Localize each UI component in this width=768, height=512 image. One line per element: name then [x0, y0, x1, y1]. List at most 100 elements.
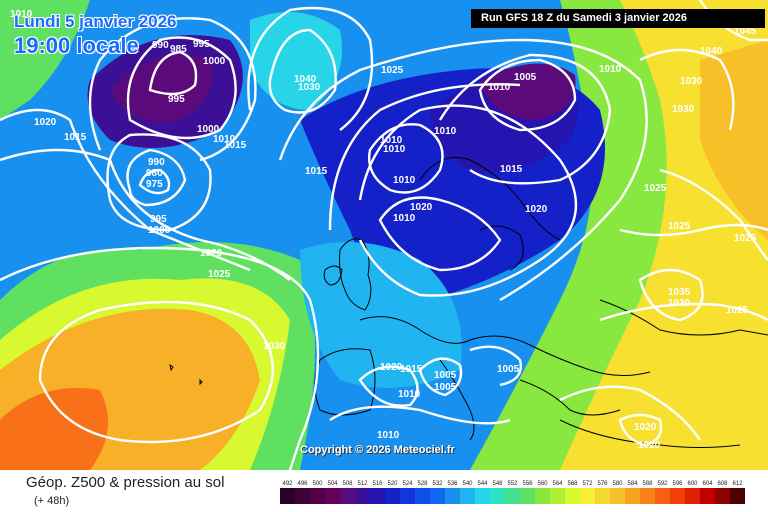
isobar-label: 1040 — [294, 74, 317, 85]
legend-value: 604 — [702, 481, 713, 487]
isobar-label: 1020 — [634, 422, 657, 433]
legend-swatch — [430, 488, 445, 504]
legend-swatch — [505, 488, 520, 504]
run-info-banner: Run GFS 18 Z du Samedi 3 janvier 2026 — [471, 9, 765, 28]
isobar-label: 1025 — [208, 269, 231, 280]
isobar-label: 1000 — [203, 56, 226, 67]
legend-value: 524 — [402, 481, 413, 487]
field-orange-east — [700, 40, 768, 240]
coastlines — [169, 157, 768, 448]
isobar-label: 1010 — [434, 126, 457, 137]
legend-swatch — [385, 488, 400, 504]
isobar-label: 1025 — [726, 305, 749, 316]
isobar-label: 1005 — [434, 382, 457, 393]
legend-swatch — [595, 488, 610, 504]
isobar-label: 980 — [146, 168, 163, 179]
weather-map: 1010 990 985 995 1000 995 1020 1015 1000… — [0, 0, 768, 470]
copyright-notice: Copyright © 2026 Meteociel.fr — [300, 444, 455, 456]
parameter-title: Géop. Z500 & pression au sol — [26, 474, 225, 491]
legend-value: 596 — [672, 481, 683, 487]
legend-swatch — [610, 488, 625, 504]
legend-value: 600 — [687, 481, 698, 487]
isobar-label: 1005 — [514, 72, 537, 83]
legend-swatch — [460, 488, 475, 504]
legend-value: 540 — [462, 481, 473, 487]
legend-swatch — [715, 488, 730, 504]
isobars — [0, 0, 768, 470]
legend-value: 532 — [432, 481, 443, 487]
field-cyan-france — [300, 242, 462, 388]
isobar-label: 1025 — [668, 221, 691, 232]
isobar-label: 1025 — [734, 233, 757, 244]
isobar-label: 995 — [168, 94, 185, 105]
isobar-label: 1020 — [410, 202, 433, 213]
isobar-label: 1010 — [398, 389, 421, 400]
color-legend: 492 496 500 504 508 512 516 520 524 528 532 536 540 5… — [280, 481, 745, 504]
isobar-label: 1010 — [393, 175, 416, 186]
legend-swatch — [640, 488, 655, 504]
isobar-labels: 1010 990 985 995 1000 995 1020 1015 1000… — [10, 9, 757, 451]
legend-swatch — [535, 488, 550, 504]
legend-value: 508 — [342, 481, 353, 487]
isobar-label: 1010 — [377, 430, 400, 441]
legend-swatch — [355, 488, 370, 504]
legend-swatch — [400, 488, 415, 504]
legend-value: 576 — [597, 481, 608, 487]
forecast-time: 19:00 locale — [14, 33, 139, 58]
isobar-label: 1010 — [380, 135, 403, 146]
legend-swatch — [370, 488, 385, 504]
legend-value: 556 — [522, 481, 533, 487]
isobar-label: 1025 — [644, 183, 667, 194]
legend-swatch — [325, 488, 340, 504]
legend-swatch — [550, 488, 565, 504]
legend-swatch — [625, 488, 640, 504]
isobar-label: 1010 — [393, 213, 416, 224]
legend-value: 520 — [387, 481, 398, 487]
field-low-west-core — [110, 54, 212, 122]
isobar-label: 1010 — [10, 9, 33, 20]
isobar-label: 1030 — [668, 298, 691, 309]
legend-value: 564 — [552, 481, 563, 487]
isobar-label: 1020 — [525, 204, 548, 215]
legend-value: 580 — [612, 481, 623, 487]
legend-value: 572 — [582, 481, 593, 487]
legend-value: 516 — [372, 481, 383, 487]
isobar-label: 1000 — [148, 225, 171, 236]
isobar-label: 1045 — [734, 26, 757, 37]
isobar-label: 1030 — [672, 104, 695, 115]
legend-swatch — [580, 488, 595, 504]
isobar-label: 1025 — [381, 65, 404, 76]
legend-value: 512 — [357, 481, 368, 487]
isobar-label: 1000 — [197, 124, 220, 135]
isobar-label: 990 — [148, 157, 165, 168]
legend-value: 552 — [507, 481, 518, 487]
legend-swatch — [475, 488, 490, 504]
isobar-label: 1010 — [383, 144, 406, 155]
legend-swatch — [340, 488, 355, 504]
legend-swatch — [295, 488, 310, 504]
isobar-label: 1005 — [434, 370, 457, 381]
isobar-label: 1020 — [380, 362, 403, 373]
isobar-label: 975 — [146, 179, 163, 190]
legend-value: 584 — [627, 481, 638, 487]
isobar-label: 1015 — [64, 132, 87, 143]
isobar-label: 1020 — [34, 117, 57, 128]
legend-value: 588 — [642, 481, 653, 487]
isobar-label: 1020 — [200, 248, 223, 259]
lead-time: (+ 48h) — [34, 495, 70, 507]
legend-swatch — [730, 488, 745, 504]
legend-swatch — [670, 488, 685, 504]
field-green-nw — [0, 0, 90, 120]
isobar-label: 1015 — [500, 164, 523, 175]
isobar-label: 995 — [150, 214, 167, 225]
legend-value: 492 — [282, 481, 293, 487]
isobar-label: 1030 — [298, 82, 321, 93]
isobar-label: 985 — [170, 44, 187, 55]
legend-swatch — [490, 488, 505, 504]
field-low-purple — [480, 63, 576, 120]
isobar-label: 1005 — [497, 364, 520, 375]
forecast-date: Lundi 5 janvier 2026 — [14, 12, 177, 31]
legend-value: 544 — [477, 481, 488, 487]
isobar-label: 1015 — [305, 166, 328, 177]
legend-swatch — [445, 488, 460, 504]
